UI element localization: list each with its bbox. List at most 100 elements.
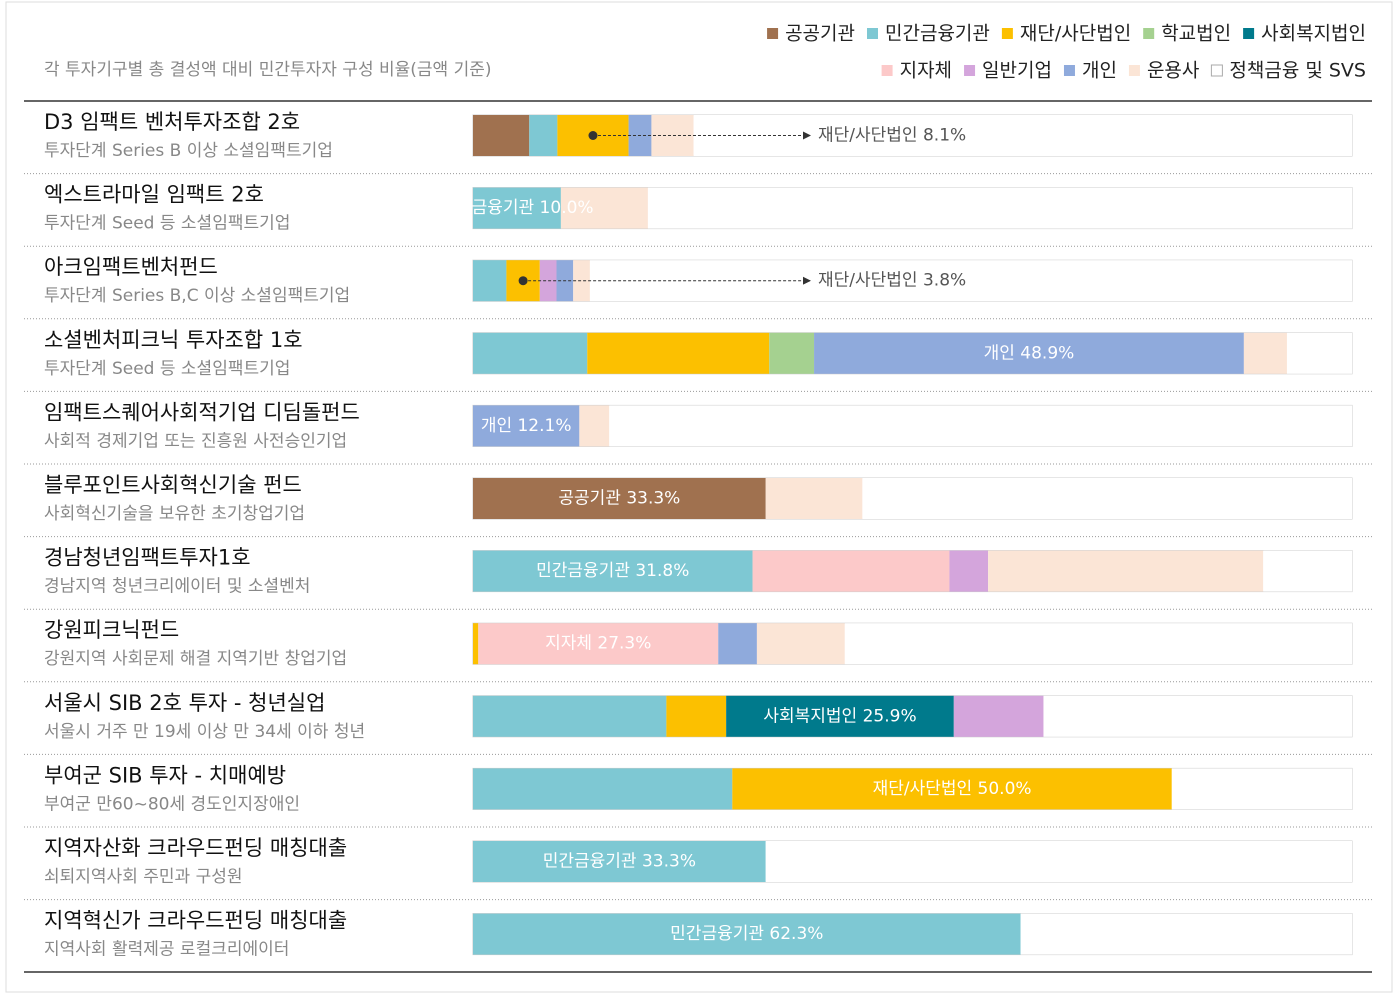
bar-segment — [814, 332, 1244, 374]
row-title: 블루포인트사회혁신기술 펀드 — [44, 473, 302, 497]
data-label: 개인 48.9% — [984, 343, 1075, 363]
data-label: 재단/사단법인 8.1% — [818, 126, 966, 146]
legend-swatch — [1128, 65, 1140, 76]
legend-label: 개인 — [1082, 60, 1117, 82]
bar-segment — [473, 260, 507, 302]
row-description: 서울시 거주 만 19세 이상 만 34세 이하 청년 — [44, 722, 365, 742]
bar-segment — [478, 623, 719, 665]
legend-label: 지자체 — [900, 60, 952, 82]
bar-segment — [988, 550, 1264, 592]
data-label: 민간금융기관 33.3% — [543, 852, 696, 872]
bar-segment — [473, 550, 753, 592]
row-title: 소셜벤처피크닉 투자조합 1호 — [44, 328, 303, 352]
row-title: 강원피크닉펀드 — [44, 618, 179, 642]
bar-segment — [473, 623, 479, 665]
bar-segment — [560, 187, 648, 229]
bar-segment — [473, 187, 561, 229]
data-label: 민간금융기관 62.3% — [670, 924, 823, 944]
row-description: 사회적 경제기업 또는 진흥원 사전승인기업 — [44, 431, 347, 451]
bar-segment — [473, 115, 530, 156]
legend-swatch — [964, 65, 976, 76]
bar-segment — [949, 550, 989, 592]
legend-swatch — [1243, 28, 1255, 39]
bar-segment — [953, 695, 1044, 737]
bar-segment — [1286, 332, 1352, 374]
row-description: 투자단계 Seed 등 소셜임팩트기업 — [44, 359, 290, 379]
chart-subtitle: 각 투자기구별 총 결성액 대비 민간투자자 구성 비율(금액 기준) — [44, 60, 492, 80]
bar-segment — [647, 187, 1352, 229]
legend-swatch — [1063, 65, 1075, 76]
legend-label: 학교법인 — [1161, 23, 1231, 45]
data-label: 민간금융기관 31.8% — [536, 561, 689, 581]
legend-swatch — [1143, 28, 1155, 39]
legend-swatch — [1210, 64, 1223, 77]
row-title: 서울시 SIB 2호 투자 - 청년실업 — [44, 691, 325, 715]
bar-segment — [473, 695, 667, 737]
bar-segment — [844, 623, 1352, 665]
data-label: 재단/사단법인 3.8% — [818, 271, 966, 291]
bar-segment — [473, 913, 1021, 955]
bar-segment — [666, 695, 727, 737]
bar-segment — [573, 260, 590, 302]
bar-segment — [587, 332, 770, 374]
legend-swatch — [867, 28, 878, 39]
row-description: 사회혁신기술을 보유한 초기창업기업 — [44, 504, 305, 524]
bar-segment — [589, 260, 1352, 302]
bar-segment — [693, 115, 1352, 156]
row-title: 임팩트스퀘어사회적기업 디딤돌펀드 — [44, 400, 360, 424]
row-description: 강원지역 사회문제 해결 지역기반 창업기업 — [44, 649, 347, 669]
row-description: 투자단계 Series B,C 이상 소셜임팩트기업 — [44, 286, 350, 306]
row-description: 부여군 만60~80세 경도인지장애인 — [44, 794, 300, 814]
bar-segment — [473, 841, 766, 882]
bar-segment — [769, 332, 815, 374]
bar-segment — [765, 841, 1352, 882]
row-title: 경남청년임팩트투자1호 — [44, 546, 251, 570]
data-label: 지자체 27.3% — [545, 634, 651, 654]
bar-segment — [1020, 913, 1352, 955]
row-description: 지역사회 활력제공 로컬크리에이터 — [44, 940, 289, 960]
bar-segment — [473, 332, 588, 374]
bar-segment — [765, 478, 863, 519]
row-description: 투자단계 Seed 등 소셜임팩트기업 — [44, 214, 290, 234]
legend-label: 일반기업 — [982, 60, 1052, 82]
row-description: 경남지역 청년크리에이터 및 소셜벤처 — [44, 577, 310, 597]
legend-label: 정책금융 및 SVS — [1229, 60, 1366, 82]
bar-segment — [756, 623, 845, 665]
row-title: 지역혁신가 크라우드펀딩 매칭대출 — [44, 909, 347, 933]
bar-segment — [473, 405, 580, 447]
bar-segment — [862, 478, 1352, 519]
bar-segment — [726, 695, 954, 737]
row-description: 투자단계 Series B 이상 소셜임팩트기업 — [44, 141, 333, 161]
bar-segment — [473, 478, 766, 519]
legend-swatch — [881, 65, 893, 76]
row-title: 엑스트라마일 임팩트 2호 — [44, 183, 264, 207]
bar-segment — [529, 115, 558, 156]
row-description: 쇠퇴지역사회 주민과 구성원 — [44, 867, 243, 887]
bar-segment — [1243, 332, 1287, 374]
legend-swatch — [1001, 28, 1013, 39]
bar-segment — [1263, 550, 1352, 592]
data-label: 사회복지법인 25.9% — [763, 706, 916, 726]
legend-label: 운용사 — [1147, 60, 1199, 82]
row-title: 지역자산화 크라우드펀딩 매칭대출 — [44, 836, 347, 860]
legend-label: 공공기관 — [785, 23, 855, 45]
bar-segment — [732, 768, 1172, 810]
legend-label: 민간금융기관 — [885, 23, 990, 45]
legend-label: 재단/사단법인 — [1020, 23, 1131, 45]
row-title: 아크임팩트벤처펀드 — [44, 255, 218, 279]
data-label: 개인 12.1% — [481, 416, 572, 436]
row-title: D3 임팩트 벤처투자조합 2호 — [44, 110, 300, 134]
legend-label: 사회복지법인 — [1261, 23, 1366, 45]
bar-segment — [651, 115, 694, 156]
bar-segment — [609, 405, 1352, 447]
bar-segment — [718, 623, 757, 665]
bar-segment — [579, 405, 610, 447]
bar-segment — [1171, 768, 1352, 810]
bar-segment — [1043, 695, 1352, 737]
data-label: 민간금융기관 10.0% — [440, 198, 593, 218]
data-label: 재단/사단법인 50.0% — [873, 779, 1032, 799]
data-label: 공공기관 33.3% — [558, 489, 680, 509]
legend-swatch — [767, 28, 779, 39]
bar-segment — [473, 768, 733, 810]
